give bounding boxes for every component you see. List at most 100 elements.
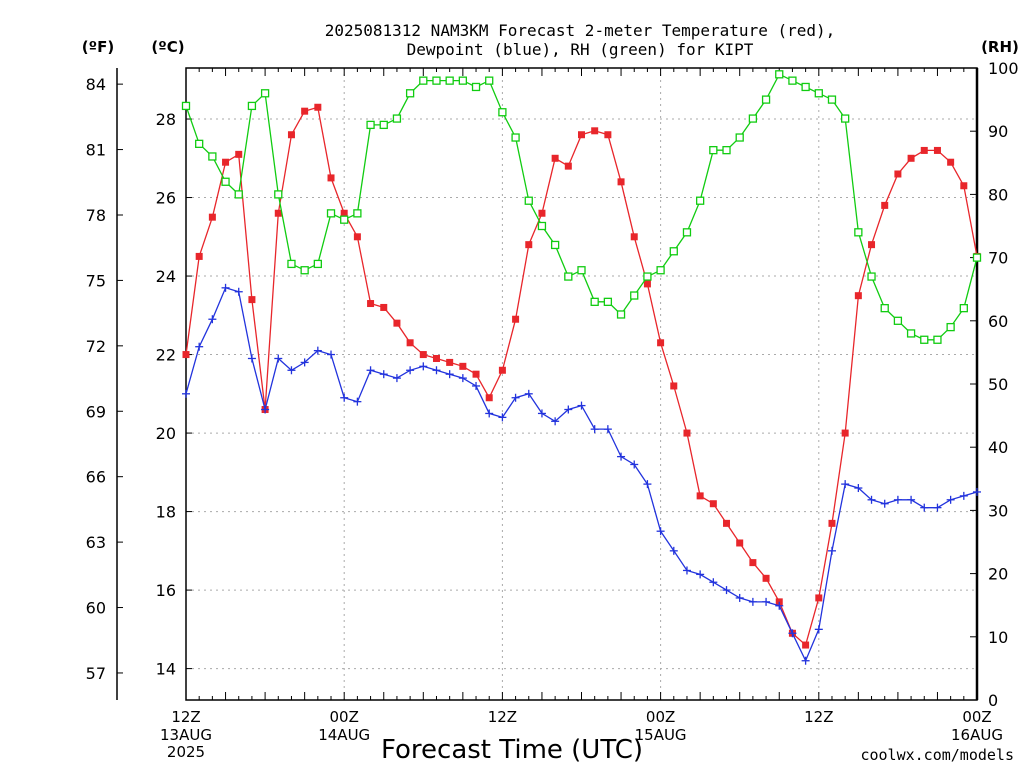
dewpoint-point [208,315,217,324]
dewpoint-point [524,389,533,398]
fahrenheit-tick-label: 66 [86,468,106,487]
dewpoint-point [221,283,230,292]
dewpoint-point [880,499,889,508]
rh-point [379,120,388,130]
temperature-point [432,354,440,362]
temperature-point [683,429,691,437]
rh-point [761,95,771,104]
rh-point [287,259,296,269]
rh-tick-label: 70 [988,249,1008,268]
dewpoint-point [920,503,929,512]
x-tick-date-label: 16AUG [951,726,1003,744]
celsius-tick-label: 24 [156,267,176,286]
axes-layer [116,67,979,701]
rh-point [353,209,362,218]
temperature-point [314,103,322,111]
temperature-point [327,174,335,182]
dewpoint-point [551,417,560,426]
rh-point [498,108,507,117]
rh-point [260,89,270,98]
dewpoint-point [300,358,309,367]
celsius-tick-label: 18 [156,503,176,522]
dewpoint-point [854,484,863,493]
rh-point [827,95,837,104]
fahrenheit-tick-label: 72 [86,337,106,356]
fahrenheit-tick-label: 63 [86,533,106,552]
celsius-tick-label: 26 [156,189,176,208]
temperature-point [208,213,216,221]
dewpoint-point [841,480,850,489]
dewpoint-point [327,350,336,359]
dewpoint-point [406,366,415,375]
celsius-tick-label: 22 [156,346,176,365]
temperature-point [512,315,520,323]
temperature-point [933,146,941,154]
rh-point [392,114,402,123]
x-tick-label: 12Z [804,708,833,726]
dewpoint-point [287,366,296,375]
fahrenheit-tick-label: 57 [86,664,106,683]
rh-tick-label: 20 [988,565,1008,584]
rh-point [801,82,810,92]
rh-tick-label: 60 [988,312,1008,331]
grid-layer [186,68,977,700]
rh-point [841,114,850,123]
rh-point [788,76,797,85]
x-tick-date-label: 14AUG [318,726,370,744]
dewpoint-point [946,495,955,504]
dewpoint-point [696,570,705,579]
temperature-point [340,209,348,217]
rh-point [616,310,626,319]
dewpoint-point [445,370,454,379]
temperature-point [643,280,651,288]
rh-point [524,196,533,205]
temperature-point [828,519,836,527]
chart-title-line1: 2025081312 NAM3KM Forecast 2-meter Tempe… [325,21,836,40]
temperature-point [960,182,968,190]
rh-point [959,304,968,313]
rh-point [537,221,547,231]
fahrenheit-tick-label: 84 [86,75,106,94]
rh-tick-label: 90 [988,122,1008,141]
temperature-point [406,339,414,347]
x-tick-label: 12Z [171,708,200,726]
dewpoint-point [577,401,586,410]
temperature-point [551,154,559,162]
temperature-point [907,154,915,162]
rh-point [208,152,217,161]
rh-tick-label: 30 [988,501,1008,520]
temperature-point [802,641,810,649]
temperature-point [525,241,533,249]
dewpoint-point [643,480,652,489]
dewpoint-point [867,495,876,504]
x-tick-date-label: 13AUG [160,726,212,744]
rh-point [195,139,204,148]
dewpoint-point [432,366,441,375]
rh-point [906,329,916,338]
temperature-point [881,201,889,209]
rh-point [471,82,481,92]
plot-frame [185,67,978,701]
temperature-point [367,300,375,308]
dewpoint-point [827,546,836,555]
dewpoint-point [234,287,243,296]
dewpoint-point [379,370,388,379]
temperature-point [446,358,454,366]
rh-point [854,228,863,237]
temperature-point [353,233,361,241]
dewpoint-point [907,495,916,504]
dewpoint-point [762,597,771,606]
x-axis-title: Forecast Time (UTC) [381,735,643,765]
rh-point [814,89,823,98]
rh-point [893,316,903,325]
dewpoint-point [959,491,968,500]
temperature-point [274,209,282,217]
dewpoint-point [590,425,599,434]
dewpoint-point [933,503,942,512]
rh-point [946,322,955,332]
dewpoint-point [564,405,573,414]
temperature-point [485,394,493,402]
celsius-tick-label: 28 [156,110,176,129]
temperature-point [578,131,585,139]
